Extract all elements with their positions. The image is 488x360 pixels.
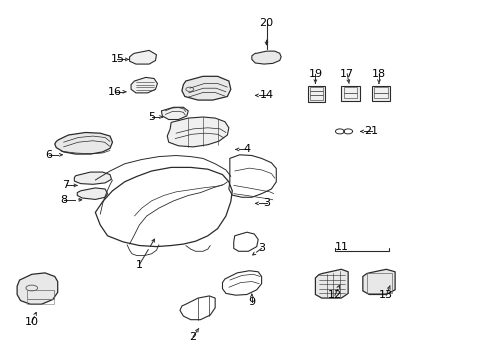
Bar xyxy=(309,87,323,91)
Polygon shape xyxy=(362,269,394,294)
Text: 5: 5 xyxy=(148,112,155,122)
Text: 17: 17 xyxy=(340,69,353,79)
Text: 1: 1 xyxy=(136,260,142,270)
Text: 7: 7 xyxy=(62,180,69,190)
Polygon shape xyxy=(55,132,112,154)
Text: 4: 4 xyxy=(243,144,250,154)
Bar xyxy=(27,290,54,299)
Text: 20: 20 xyxy=(259,18,273,28)
Bar xyxy=(343,93,357,98)
Text: 21: 21 xyxy=(364,126,378,136)
Polygon shape xyxy=(251,51,281,64)
Text: 8: 8 xyxy=(60,195,67,205)
Bar xyxy=(343,87,357,93)
Polygon shape xyxy=(167,117,228,147)
Text: 10: 10 xyxy=(25,317,39,327)
Polygon shape xyxy=(129,50,156,64)
Text: 6: 6 xyxy=(45,150,52,160)
Text: 3: 3 xyxy=(263,198,269,208)
Polygon shape xyxy=(74,172,111,184)
Bar xyxy=(373,93,387,98)
Polygon shape xyxy=(77,188,107,199)
Text: 15: 15 xyxy=(110,54,124,64)
Bar xyxy=(307,86,325,102)
Bar xyxy=(309,91,323,95)
Text: 2: 2 xyxy=(189,332,196,342)
Bar xyxy=(373,87,387,93)
Text: 11: 11 xyxy=(335,242,348,252)
Text: 18: 18 xyxy=(371,69,385,79)
Text: 12: 12 xyxy=(327,290,341,300)
Bar xyxy=(309,95,323,100)
Polygon shape xyxy=(182,76,230,100)
Bar xyxy=(341,86,359,101)
Polygon shape xyxy=(17,273,58,304)
Text: 13: 13 xyxy=(379,290,392,300)
Text: 14: 14 xyxy=(259,90,273,100)
Polygon shape xyxy=(131,77,157,93)
Text: 16: 16 xyxy=(108,87,122,97)
Text: 19: 19 xyxy=(308,69,322,79)
Bar xyxy=(366,273,391,293)
Text: 3: 3 xyxy=(258,243,264,253)
Bar xyxy=(371,86,389,101)
Text: 9: 9 xyxy=(248,297,255,307)
Polygon shape xyxy=(315,269,347,298)
Polygon shape xyxy=(161,107,188,120)
Bar xyxy=(27,299,54,304)
